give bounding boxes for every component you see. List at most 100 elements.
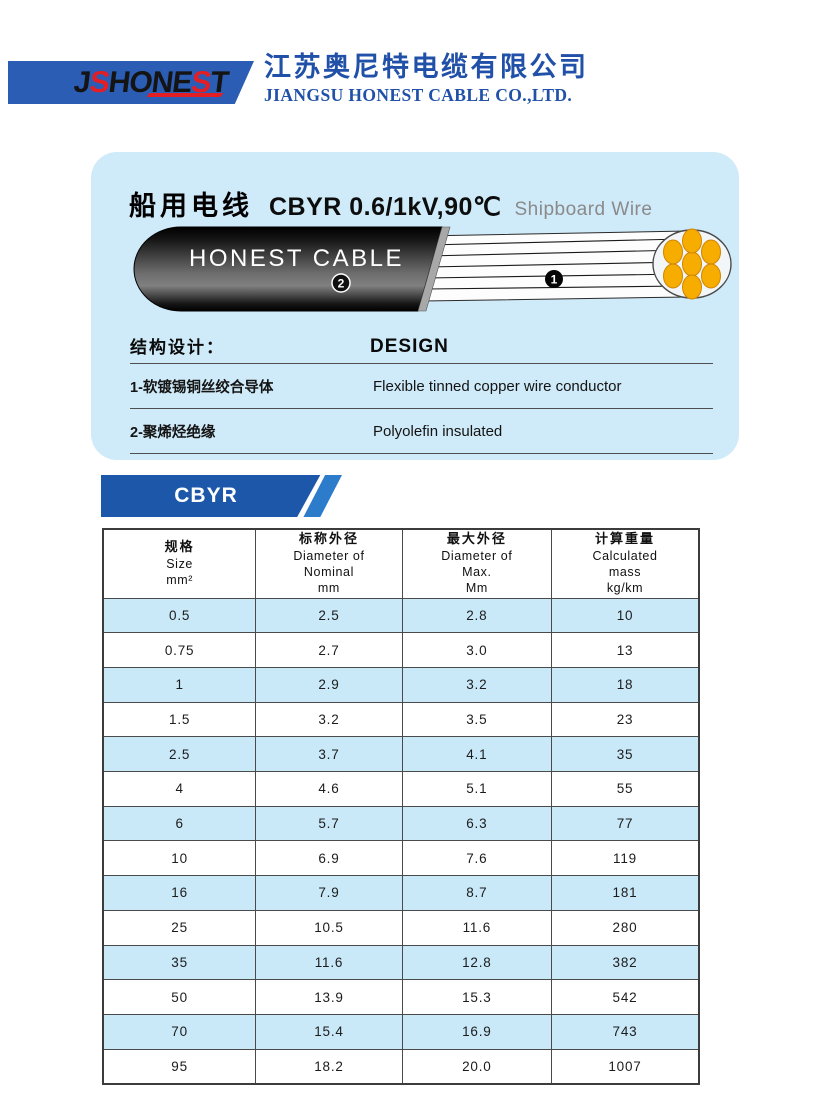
design-item-en: Flexible tinned copper wire conductor — [373, 377, 622, 395]
table-cell: 18 — [551, 667, 700, 703]
cable-jacket — [133, 226, 443, 312]
product-title-zh: 船用电线 — [129, 191, 253, 221]
table-cell: 3.7 — [255, 736, 403, 773]
svg-text:1: 1 — [551, 273, 558, 287]
table-cell: 12.8 — [401, 944, 553, 981]
table-cell: 3.2 — [255, 701, 403, 738]
divider — [130, 408, 713, 409]
table-cell: 4.1 — [401, 736, 553, 773]
series-banner-shape — [101, 475, 321, 517]
table-cell: 95 — [102, 1048, 257, 1085]
table-cell: 7.9 — [255, 875, 403, 911]
jacket-cut-rim — [417, 226, 451, 312]
table-cell: 5.7 — [255, 805, 403, 842]
table-cell: 10.5 — [255, 909, 403, 946]
table-row: 70 15.4 16.9 743 — [102, 1013, 700, 1050]
design-row: 1-软镀锡铜丝绞合导体 Flexible tinned copper wire c… — [130, 364, 713, 408]
design-heading-en: DESIGN — [370, 336, 449, 357]
table-row: 50 13.9 15.3 542 — [102, 979, 700, 1015]
table-cell: 181 — [551, 875, 700, 911]
table-cell: 13 — [551, 632, 700, 669]
table-row: 2.5 3.7 4.1 35 — [102, 736, 700, 773]
column-header: 计算重量 Calculated mass kg/km — [551, 528, 700, 599]
table-cell: 1007 — [551, 1048, 700, 1085]
design-rows: 1-软镀锡铜丝绞合导体 Flexible tinned copper wire c… — [130, 364, 713, 454]
table-cell: 7.6 — [401, 840, 553, 877]
table-row: 6 5.7 6.3 77 — [102, 805, 700, 842]
table-cell: 23 — [551, 701, 700, 738]
table-cell: 2.5 — [102, 736, 257, 773]
marker-2-insulation: 2 — [331, 273, 351, 293]
design-section: 结构设计： DESIGN 1-软镀锡铜丝绞合导体 Flexible tinned … — [130, 334, 713, 454]
logo-swoosh-decoration — [146, 93, 224, 97]
table-cell: 35 — [551, 736, 700, 773]
design-item-zh: 1-软镀锡铜丝绞合导体 — [130, 379, 274, 396]
table-cell: 11.6 — [401, 909, 553, 946]
table-cell: 2.7 — [255, 632, 403, 669]
table-cell: 15.3 — [401, 979, 553, 1015]
divider — [130, 453, 713, 454]
company-name-zh: 江苏奥尼特电缆有限公司 — [264, 52, 589, 82]
table-row: 4 4.6 5.1 55 — [102, 771, 700, 807]
table-cell: 18.2 — [255, 1048, 403, 1085]
table-cell: 13.9 — [255, 979, 403, 1015]
product-model: CBYR 0.6/1kV,90℃ — [269, 193, 502, 221]
table-cell: 8.7 — [401, 875, 553, 911]
column-header: 最大外径 Diameter of Max. Mm — [401, 528, 553, 599]
column-header: 标称外径 Diameter of Nominal mm — [255, 528, 403, 599]
table-row: 25 10.5 11.6 280 — [102, 909, 700, 946]
divider — [130, 363, 713, 364]
table-cell: 2.9 — [255, 667, 403, 703]
table-row: 1.5 3.2 3.5 23 — [102, 701, 700, 738]
table-row: 1 2.9 3.2 18 — [102, 667, 700, 703]
company-logo: JSHONEST — [8, 61, 254, 104]
cable-illustration: HONEST CABLE 2 1 — [133, 226, 732, 312]
table-cell: 20.0 — [401, 1048, 553, 1085]
table-cell: 77 — [551, 805, 700, 842]
table-row: 0.5 2.5 2.8 10 — [102, 597, 700, 634]
table-cell: 70 — [102, 1013, 257, 1050]
table-cell: 50 — [102, 979, 257, 1015]
table-cell: 25 — [102, 909, 257, 946]
table-cell: 280 — [551, 909, 700, 946]
table-row: 16 7.9 8.7 181 — [102, 875, 700, 911]
spec-table: 规格 Size mm² 标称外径 Diameter of Nominal mm 最大外径 Dia… — [102, 528, 700, 1086]
table-cell: 2.8 — [401, 597, 553, 634]
table-cell: 4 — [102, 771, 257, 807]
product-title: 船用电线 CBYR 0.6/1kV,90℃ Shipboard Wire — [129, 184, 652, 223]
table-cell: 2.5 — [255, 597, 403, 634]
design-heading: 结构设计： DESIGN — [130, 334, 713, 358]
table-cell: 16 — [102, 875, 257, 911]
table-cell: 11.6 — [255, 944, 403, 981]
cable-core — [422, 230, 688, 302]
product-title-en: Shipboard Wire — [514, 199, 653, 220]
marker-1-conductor: 1 — [545, 270, 563, 288]
table-body: 0.5 2.5 2.8 10 0.75 2.7 3.0 13 1 2.9 3.2 18 1.5 3.2 3.… — [102, 597, 700, 1085]
table-cell: 6 — [102, 805, 257, 842]
table-cell: 542 — [551, 979, 700, 1015]
table-cell: 5.1 — [401, 771, 553, 807]
series-banner-label: CBYR — [174, 484, 238, 507]
table-row: 0.75 2.7 3.0 13 — [102, 632, 700, 669]
table-cell: 35 — [102, 944, 257, 981]
table-cell: 3.2 — [401, 667, 553, 703]
table-cell: 4.6 — [255, 771, 403, 807]
company-name-en: JIANGSU HONEST CABLE CO.,LTD. — [264, 84, 573, 105]
table-cell: 743 — [551, 1013, 700, 1050]
table-cell: 3.0 — [401, 632, 553, 669]
table-cell: 3.5 — [401, 701, 553, 738]
company-names: 江苏奥尼特电缆有限公司 JIANGSU HONEST CABLE CO.,LTD… — [264, 52, 589, 106]
table-cell: 6.9 — [255, 840, 403, 877]
table-cell: 16.9 — [401, 1013, 553, 1050]
table-cell: 1.5 — [102, 701, 257, 738]
table-cell: 119 — [551, 840, 700, 877]
design-heading-zh: 结构设计： — [130, 338, 225, 357]
table-cell: 15.4 — [255, 1013, 403, 1050]
table-cell: 55 — [551, 771, 700, 807]
table-header-row: 规格 Size mm² 标称外径 Diameter of Nominal mm 最大外径 Dia… — [102, 528, 700, 599]
cable-cross-section — [652, 228, 732, 300]
product-card: 船用电线 CBYR 0.6/1kV,90℃ Shipboard Wire — [91, 152, 739, 460]
table-row: 95 18.2 20.0 1007 — [102, 1048, 700, 1085]
table-row: 35 11.6 12.8 382 — [102, 944, 700, 981]
